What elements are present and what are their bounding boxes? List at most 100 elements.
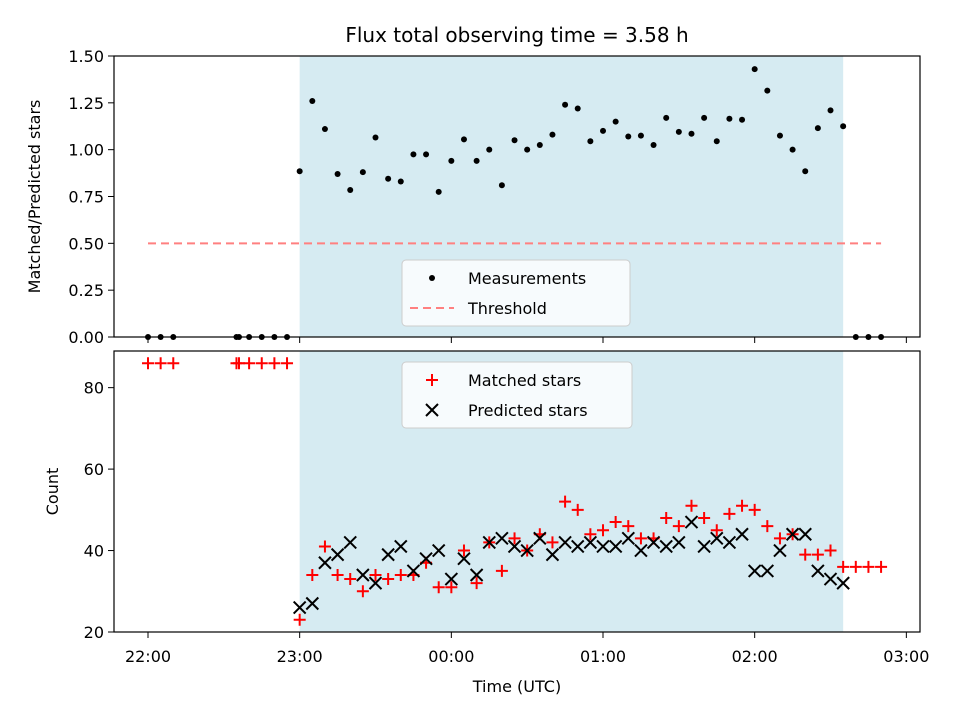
data-point bbox=[698, 511, 711, 524]
data-point bbox=[394, 539, 408, 554]
x-tick-label: 22:00 bbox=[125, 647, 171, 666]
legend-label: Matched stars bbox=[468, 371, 581, 390]
data-point bbox=[368, 576, 383, 590]
data-point bbox=[713, 138, 720, 145]
data-point bbox=[445, 581, 458, 594]
data-point bbox=[460, 136, 467, 143]
data-point bbox=[546, 536, 559, 549]
data-point bbox=[356, 585, 369, 598]
data-point bbox=[536, 141, 543, 148]
data-point bbox=[385, 175, 392, 182]
data-point bbox=[849, 560, 862, 573]
data-point bbox=[381, 547, 395, 562]
data-point bbox=[397, 178, 404, 185]
data-point bbox=[524, 146, 531, 153]
legend-box bbox=[401, 361, 633, 429]
x-tick-label: 00:00 bbox=[428, 647, 474, 666]
data-point bbox=[747, 564, 762, 578]
data-point bbox=[836, 576, 850, 590]
data-point bbox=[558, 535, 572, 550]
data-point bbox=[875, 560, 888, 573]
data-point bbox=[612, 118, 619, 125]
data-point bbox=[814, 125, 821, 132]
data-point bbox=[802, 168, 809, 175]
data-point bbox=[382, 573, 395, 586]
data-point bbox=[837, 560, 850, 573]
data-point bbox=[748, 503, 761, 516]
y-tick-label: 80 bbox=[84, 379, 104, 398]
y-tick-label: 0.75 bbox=[68, 188, 104, 207]
data-point bbox=[736, 499, 749, 512]
data-point bbox=[233, 357, 246, 370]
data-point bbox=[761, 520, 774, 533]
data-point bbox=[318, 540, 331, 553]
data-point bbox=[840, 123, 847, 130]
data-point bbox=[331, 568, 344, 581]
x-tick-label: 23:00 bbox=[277, 647, 323, 666]
data-point bbox=[672, 520, 685, 533]
series-matched-stars bbox=[142, 357, 888, 626]
data-point bbox=[448, 157, 455, 164]
x-axis-title: Time (UTC) bbox=[472, 677, 561, 696]
data-point bbox=[622, 520, 635, 533]
axes-frame bbox=[113, 350, 921, 633]
data-point bbox=[726, 115, 733, 122]
data-point bbox=[799, 548, 812, 561]
data-point bbox=[823, 572, 838, 586]
data-point bbox=[697, 539, 711, 554]
data-point bbox=[293, 613, 306, 626]
data-point bbox=[372, 134, 379, 141]
x-tick-label: 01:00 bbox=[580, 647, 626, 666]
legend-marker bbox=[426, 374, 438, 386]
x-tick-label: 02:00 bbox=[732, 647, 778, 666]
data-point bbox=[688, 130, 695, 137]
data-point bbox=[583, 535, 598, 550]
data-point bbox=[470, 577, 483, 590]
data-point bbox=[608, 539, 623, 554]
data-point bbox=[344, 573, 357, 586]
data-point bbox=[243, 357, 256, 370]
legend-label: Predicted stars bbox=[468, 401, 588, 420]
y-tick-label: 0.00 bbox=[68, 328, 104, 347]
data-point bbox=[562, 101, 569, 108]
data-point bbox=[410, 151, 417, 158]
y-tick-label: 0.25 bbox=[68, 281, 104, 300]
data-point bbox=[574, 105, 581, 112]
data-point bbox=[559, 495, 572, 508]
data-point bbox=[359, 169, 366, 176]
data-point bbox=[597, 524, 610, 537]
data-point bbox=[292, 600, 307, 615]
data-point bbox=[798, 527, 812, 541]
legend-marker bbox=[425, 403, 439, 417]
data-point bbox=[154, 357, 167, 370]
legend: Measurements Threshold bbox=[401, 259, 631, 327]
data-point bbox=[498, 182, 505, 189]
data-point bbox=[862, 560, 875, 573]
data-point bbox=[356, 568, 370, 582]
data-point bbox=[824, 544, 837, 557]
data-point bbox=[625, 133, 632, 140]
data-point bbox=[482, 535, 496, 550]
data-point bbox=[650, 141, 657, 148]
legend-label: Threshold bbox=[467, 299, 547, 318]
data-point bbox=[549, 131, 556, 138]
y-tick-label: 1.50 bbox=[68, 47, 104, 66]
data-point bbox=[435, 188, 442, 195]
data-point bbox=[305, 596, 320, 611]
data-point bbox=[609, 516, 622, 529]
data-point bbox=[789, 146, 796, 153]
y-tick-label: 20 bbox=[84, 623, 104, 642]
data-point bbox=[545, 547, 560, 562]
data-point bbox=[318, 556, 332, 570]
data-point bbox=[621, 531, 635, 546]
data-point bbox=[142, 357, 154, 370]
count-panel: 20 40 60 80 22:00 23:00 00:00 01:00 02:00 03:00 Co… bbox=[43, 350, 929, 666]
data-point bbox=[764, 87, 771, 94]
data-point bbox=[495, 564, 508, 577]
data-point bbox=[309, 97, 316, 104]
data-point bbox=[634, 532, 647, 545]
data-point bbox=[432, 581, 445, 594]
data-point bbox=[723, 507, 736, 520]
data-point bbox=[268, 357, 281, 370]
